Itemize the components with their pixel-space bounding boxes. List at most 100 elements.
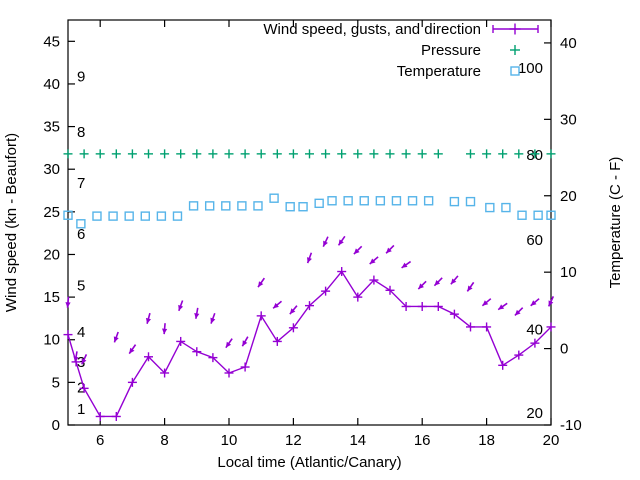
wind-direction-arrow-head — [129, 347, 135, 354]
y-axis-tick-label: 10 — [43, 332, 60, 349]
y2-axis-tick-label: 40 — [560, 35, 577, 52]
square-marker — [156, 211, 167, 221]
square-marker — [465, 196, 476, 207]
y-axis-tick-label: 25 — [43, 204, 60, 221]
series-line — [67, 270, 552, 418]
y-axis-tick-label: 35 — [43, 119, 60, 136]
y-axis-tick-label: 20 — [43, 246, 60, 263]
x-axis-tick-label: 10 — [221, 432, 238, 449]
wind-direction-arrow-head — [467, 285, 473, 292]
wind-direction-arrow-head — [482, 300, 489, 306]
y-axis-tick-label: 5 — [52, 374, 60, 391]
legend-label-1: Pressure — [421, 42, 481, 59]
beaufort-scale-label: 6 — [77, 226, 85, 243]
y2-axis-title: Temperature (C - F) — [607, 157, 624, 289]
square-marker — [285, 202, 295, 212]
square-marker — [375, 196, 386, 206]
beaufort-scale-label: 5 — [77, 277, 85, 294]
x-axis-title: Local time (Atlantic/Canary) — [217, 454, 401, 471]
square-marker — [327, 196, 337, 206]
wind-direction-arrow-head — [258, 281, 264, 288]
beaufort-scale-label: 9 — [77, 68, 85, 85]
beaufort-scale-label: 7 — [77, 175, 85, 192]
wind-direction-arrow-head — [145, 317, 151, 324]
square-marker — [204, 201, 215, 211]
square-marker — [237, 201, 247, 211]
square-marker — [253, 201, 263, 211]
square-marker — [108, 211, 118, 221]
wind-direction-arrow-head — [273, 302, 279, 309]
square-marker — [314, 198, 324, 209]
wind-direction-arrow-head — [113, 336, 119, 343]
wind-direction-arrow-head — [353, 248, 360, 255]
x-axis-tick-label: 16 — [414, 432, 431, 449]
legend-label-2: Temperature — [397, 63, 481, 80]
wind-direction-arrow-head — [386, 247, 392, 254]
x-axis-tick-label: 14 — [349, 432, 366, 449]
series-pressure — [63, 149, 556, 159]
square-marker — [533, 210, 543, 220]
y2-axis-tick-label: 0 — [560, 341, 568, 358]
wind-direction-arrow-head — [498, 304, 505, 310]
wind-direction-arrow-head — [434, 279, 441, 286]
wind-direction-arrow-head — [323, 240, 328, 247]
y-axis-title: Wind speed (kn - Beaufort) — [3, 133, 20, 312]
wind-direction-arrow-head — [548, 300, 554, 307]
y2-axis-tick-label: 30 — [560, 111, 577, 128]
wind-direction-arrow-head — [161, 328, 168, 335]
fahrenheit-scale-label: 20 — [526, 405, 543, 422]
y-axis-tick-label: 0 — [52, 417, 60, 434]
square-marker — [546, 210, 556, 220]
series-wind-speed-gusts-and-direction — [63, 267, 556, 421]
x-axis-tick-label: 20 — [543, 432, 560, 449]
wind-direction-arrow-head — [65, 302, 71, 308]
wind-direction-arrow-head — [178, 304, 184, 311]
wind-direction-arrow-head — [289, 308, 296, 315]
y-axis-tick-label: 30 — [43, 161, 60, 178]
y-axis-tick-label: 40 — [43, 76, 60, 93]
square-marker — [188, 201, 199, 211]
wind-direction-arrow-head — [307, 257, 312, 264]
beaufort-scale-label: 4 — [77, 324, 85, 341]
square-marker — [449, 196, 460, 207]
fahrenheit-scale-label: 100 — [518, 60, 543, 77]
x-axis-tick-label: 12 — [285, 432, 302, 449]
wind-direction-arrow-head — [242, 340, 248, 347]
wind-direction-arrow-head — [418, 283, 424, 290]
square-marker — [391, 196, 402, 206]
y2-axis-tick-label: -10 — [560, 417, 582, 434]
wind-direction-arrow-head — [450, 278, 457, 285]
square-marker — [407, 196, 418, 206]
square-marker — [63, 210, 73, 220]
beaufort-scale-label: 8 — [77, 124, 85, 141]
beaufort-scale-label: 3 — [77, 354, 85, 371]
square-marker — [92, 211, 102, 221]
x-axis-tick-label: 6 — [96, 432, 104, 449]
wind-direction-arrow-head — [530, 300, 537, 306]
square-marker — [76, 219, 86, 229]
beaufort-scale-label: 1 — [77, 401, 85, 418]
fahrenheit-scale-label: 60 — [526, 232, 543, 249]
y-axis-tick-label: 45 — [43, 33, 60, 50]
square-marker — [221, 201, 231, 211]
square-marker — [423, 196, 434, 206]
y2-axis-tick-label: 10 — [560, 264, 577, 281]
plot-frame — [67, 19, 552, 426]
wind-direction-arrow-head — [401, 262, 408, 268]
square-marker — [124, 211, 134, 221]
square-marker — [359, 196, 369, 206]
wind-direction-arrow-head — [225, 341, 232, 348]
wind-direction-arrow-head — [210, 317, 216, 324]
wind-direction-arrow-head — [514, 309, 521, 316]
square-marker — [501, 202, 511, 213]
wind-direction-arrow-head — [369, 258, 376, 264]
chart-legend: Wind speed, gusts, and direction Pressure… — [263, 21, 539, 80]
square-marker — [485, 202, 495, 213]
square-marker — [343, 196, 353, 206]
square-marker — [517, 210, 527, 220]
x-axis-tick-label: 18 — [478, 432, 495, 449]
x-axis-tick-label: 8 — [160, 432, 168, 449]
y-axis-tick-label: 15 — [43, 289, 60, 306]
